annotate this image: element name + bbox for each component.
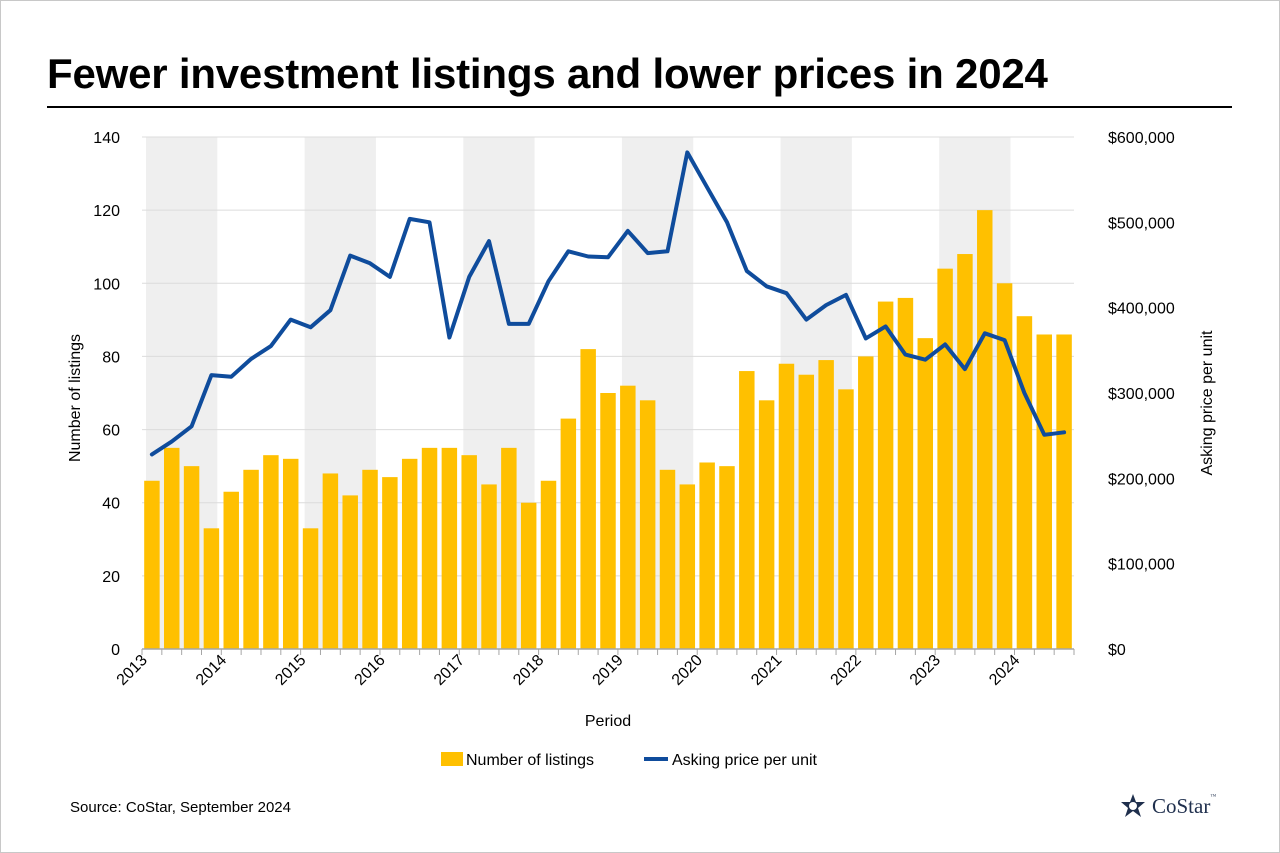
listings-bar <box>243 469 259 649</box>
listings-bar <box>858 356 874 649</box>
listings-bar <box>1056 334 1072 649</box>
listings-bar <box>996 283 1013 649</box>
listings-bar <box>719 466 735 649</box>
x-year-label: 2014 <box>193 652 230 689</box>
listings-bar <box>1016 316 1033 649</box>
x-year-label: 2021 <box>748 652 785 689</box>
listings-bar <box>203 528 220 649</box>
x-year-label: 2017 <box>431 652 468 689</box>
listings-bar <box>937 268 953 649</box>
x-axis-title: Period <box>585 713 631 730</box>
listings-bar <box>818 360 834 649</box>
listings-bar <box>659 469 676 649</box>
y-right-tick-label: $400,000 <box>1108 301 1175 318</box>
listings-bar <box>540 480 557 649</box>
y-right-tick-label: $500,000 <box>1108 215 1175 232</box>
listings-bar <box>1036 334 1052 649</box>
x-year-label: 2019 <box>590 652 627 689</box>
listings-bar <box>739 371 755 649</box>
listings-bar <box>520 502 537 649</box>
listings-bar <box>838 389 854 649</box>
listings-bar <box>401 458 418 649</box>
listings-bar <box>382 477 398 649</box>
x-year-label: 2020 <box>669 652 706 689</box>
listings-bar <box>600 393 616 649</box>
listings-bar <box>481 484 497 649</box>
listings-bar <box>164 447 180 649</box>
listings-bar <box>560 418 577 649</box>
x-year-label: 2018 <box>510 652 547 689</box>
y-right-tick-label: $100,000 <box>1108 557 1175 574</box>
x-year-label: 2016 <box>352 652 389 689</box>
x-year-label: 2023 <box>907 652 944 689</box>
y-left-tick-label: 20 <box>102 569 120 586</box>
listings-bar <box>461 455 477 649</box>
costar-logo-text: CoStar™ <box>1152 793 1217 818</box>
legend-label-listings: Number of listings <box>466 752 594 769</box>
listings-bar <box>263 455 279 649</box>
y-left-tick-label: 100 <box>93 276 120 293</box>
y-left-tick-label: 60 <box>102 423 120 440</box>
listings-bar <box>144 480 160 649</box>
x-year-label: 2024 <box>986 652 1023 689</box>
listings-bar <box>679 484 696 649</box>
listings-bar <box>441 447 458 649</box>
source-note: Source: CoStar, September 2024 <box>70 799 291 816</box>
y-left-tick-label: 80 <box>102 349 120 366</box>
listings-bar <box>977 210 993 649</box>
listings-bar <box>699 462 715 649</box>
listings-bar <box>620 385 636 649</box>
x-year-label: 2022 <box>828 652 865 689</box>
listings-bar <box>302 528 319 649</box>
y-left-tick-label: 0 <box>111 642 120 659</box>
y-left-tick-label: 120 <box>93 203 120 220</box>
listings-bar <box>282 458 299 649</box>
listings-bar <box>798 374 815 649</box>
listings-bar <box>322 473 339 649</box>
x-year-label: 2015 <box>272 652 309 689</box>
listings-bar <box>957 254 973 649</box>
listings-bar <box>223 491 239 649</box>
legend-label-price: Asking price per unit <box>672 752 818 769</box>
listings-bar <box>342 495 358 649</box>
listings-bar <box>897 297 914 649</box>
listings-bar <box>778 363 795 649</box>
legend-swatch-listings <box>441 752 463 766</box>
y-right-tick-label: $0 <box>1108 642 1126 659</box>
listings-bar <box>421 447 438 649</box>
costar-star-icon <box>1121 794 1145 817</box>
listings-bar <box>877 301 894 649</box>
title-divider <box>47 106 1232 108</box>
y-right-tick-label: $300,000 <box>1108 386 1175 403</box>
listings-bar <box>917 338 934 649</box>
listings-bar <box>580 349 596 649</box>
y-right-tick-label: $200,000 <box>1108 471 1175 488</box>
costar-logo: CoStar™ <box>1120 790 1216 822</box>
listings-bar <box>501 447 517 649</box>
y-left-tick-label: 140 <box>93 130 120 147</box>
y-left-tick-label: 40 <box>102 496 120 513</box>
listings-bar <box>758 400 775 649</box>
listings-bar <box>183 466 200 649</box>
chart-title: Fewer investment listings and lower pric… <box>47 50 1048 97</box>
y-right-tick-label: $600,000 <box>1108 130 1175 147</box>
listings-bar <box>362 469 378 649</box>
y-right-axis-title: Asking price per unit <box>1199 330 1216 476</box>
y-left-axis-title: Number of listings <box>67 334 84 462</box>
listings-bar <box>639 400 656 649</box>
